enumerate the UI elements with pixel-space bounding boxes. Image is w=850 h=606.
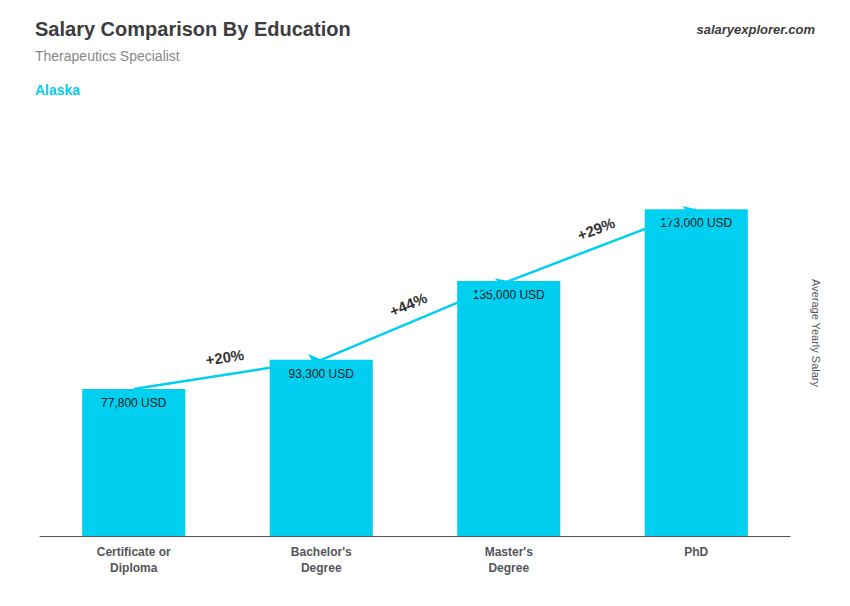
svg-text:93,300 USD: 93,300 USD — [289, 367, 355, 381]
svg-text:Master's: Master's — [485, 545, 534, 559]
svg-text:135,000 USD: 135,000 USD — [473, 288, 545, 302]
svg-text:Degree: Degree — [488, 561, 529, 575]
svg-text:173,000 USD: 173,000 USD — [660, 216, 733, 231]
svg-text:Bachelor's: Bachelor's — [291, 545, 352, 559]
svg-text:Degree: Degree — [301, 561, 342, 575]
svg-text:Average Yearly Salary: Average Yearly Salary — [810, 279, 822, 388]
svg-text:Therapeutics Specialist: Therapeutics Specialist — [35, 48, 180, 64]
svg-text:PhD: PhD — [684, 545, 708, 559]
svg-text:Alaska: Alaska — [35, 82, 80, 98]
svg-text:+44%: +44% — [387, 289, 429, 320]
svg-text:Salary Comparison By Education: Salary Comparison By Education — [35, 18, 351, 40]
svg-text:Diploma: Diploma — [110, 561, 158, 575]
svg-text:Certificate or: Certificate or — [97, 545, 171, 559]
svg-text:77,800 USD: 77,800 USD — [101, 396, 167, 410]
svg-text:salaryexplorer.com: salaryexplorer.com — [696, 22, 815, 37]
svg-text:+20%: +20% — [204, 346, 245, 369]
svg-text:+29%: +29% — [575, 214, 617, 244]
